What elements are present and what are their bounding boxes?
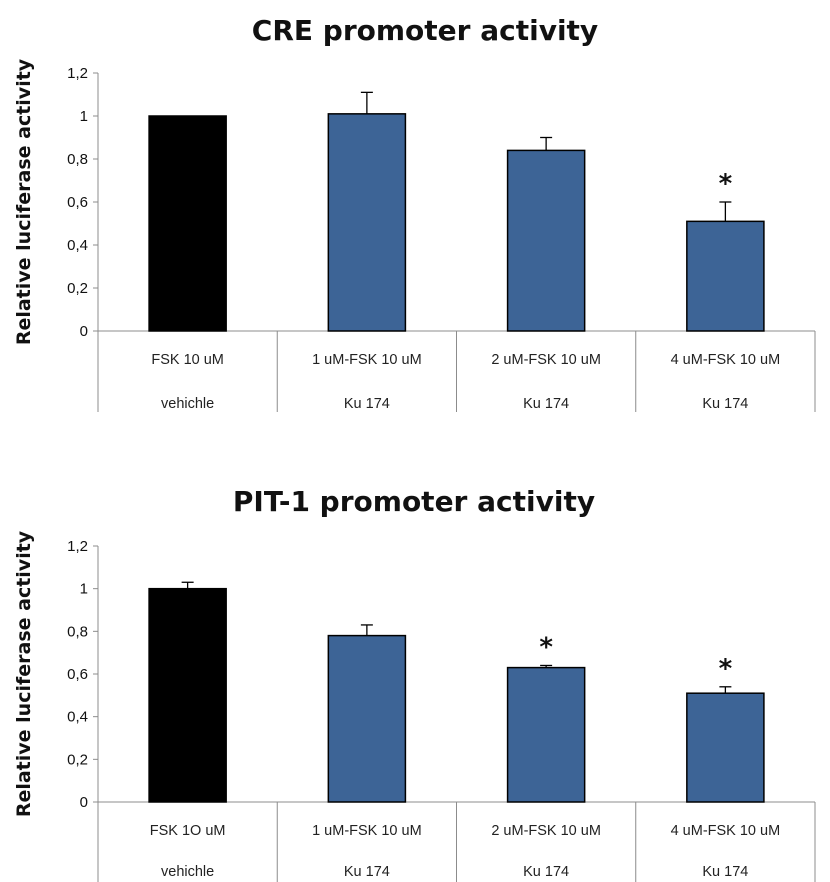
significance-marker: * <box>719 169 733 199</box>
bar <box>327 634 407 803</box>
y-tick-label: 1 <box>80 581 88 598</box>
x-tick-label-secondary: Ku 174 <box>702 864 748 880</box>
bar <box>148 115 227 332</box>
bar <box>506 149 586 332</box>
y-tick-label: 0,4 <box>67 709 88 726</box>
x-tick-label: 2 uM-FSK 10 uM <box>491 823 601 839</box>
x-tick-label: FSK 1O uM <box>150 823 226 839</box>
y-tick-label: 1,2 <box>67 65 88 82</box>
y-tick-label: 1 <box>80 108 88 125</box>
significance-marker: * <box>719 654 733 684</box>
y-tick-label: 0 <box>80 323 88 340</box>
y-tick-label: 1,2 <box>67 538 88 555</box>
bar <box>327 113 407 332</box>
x-tick-label-secondary: Ku 174 <box>523 864 569 880</box>
y-tick-label: 0,2 <box>67 280 88 297</box>
y-tick-label: 0,8 <box>67 151 88 168</box>
x-tick-label: 4 uM-FSK 10 uM <box>671 352 781 368</box>
x-tick-label-secondary: vehichle <box>161 864 214 880</box>
significance-marker: * <box>539 632 553 662</box>
bar <box>148 587 227 803</box>
x-tick-label-secondary: Ku 174 <box>702 396 748 412</box>
x-tick-label: 1 uM-FSK 10 uM <box>312 823 422 839</box>
bar <box>506 666 586 803</box>
y-tick-label: 0,8 <box>67 623 88 640</box>
x-tick-label-secondary: Ku 174 <box>344 396 390 412</box>
pit1-chart: PIT-1 promoter activity Relative lucifera… <box>13 485 816 882</box>
x-tick-label-secondary: vehichle <box>161 396 214 412</box>
cre-chart: CRE promoter activity Relative luciferase… <box>13 14 816 412</box>
y-tick-label: 0,6 <box>67 666 88 683</box>
y-tick-label: 0,6 <box>67 194 88 211</box>
x-tick-label: 4 uM-FSK 10 uM <box>671 823 781 839</box>
x-tick-label-secondary: Ku 174 <box>523 396 569 412</box>
bar <box>686 220 765 332</box>
y-tick-label: 0,4 <box>67 237 88 254</box>
bar <box>686 692 765 803</box>
x-tick-label-secondary: Ku 174 <box>344 864 390 880</box>
y-tick-label: 0 <box>80 794 88 811</box>
chart-title: CRE promoter activity <box>252 14 598 47</box>
y-axis-label: Relative luciferase activity <box>13 58 35 345</box>
x-tick-label: 1 uM-FSK 10 uM <box>312 352 422 368</box>
y-tick-label: 0,2 <box>67 751 88 768</box>
chart-title: PIT-1 promoter activity <box>233 485 595 518</box>
y-axis-label: Relative luciferase activity <box>13 530 35 817</box>
x-tick-label: FSK 10 uM <box>151 352 224 368</box>
x-tick-label: 2 uM-FSK 10 uM <box>491 352 601 368</box>
